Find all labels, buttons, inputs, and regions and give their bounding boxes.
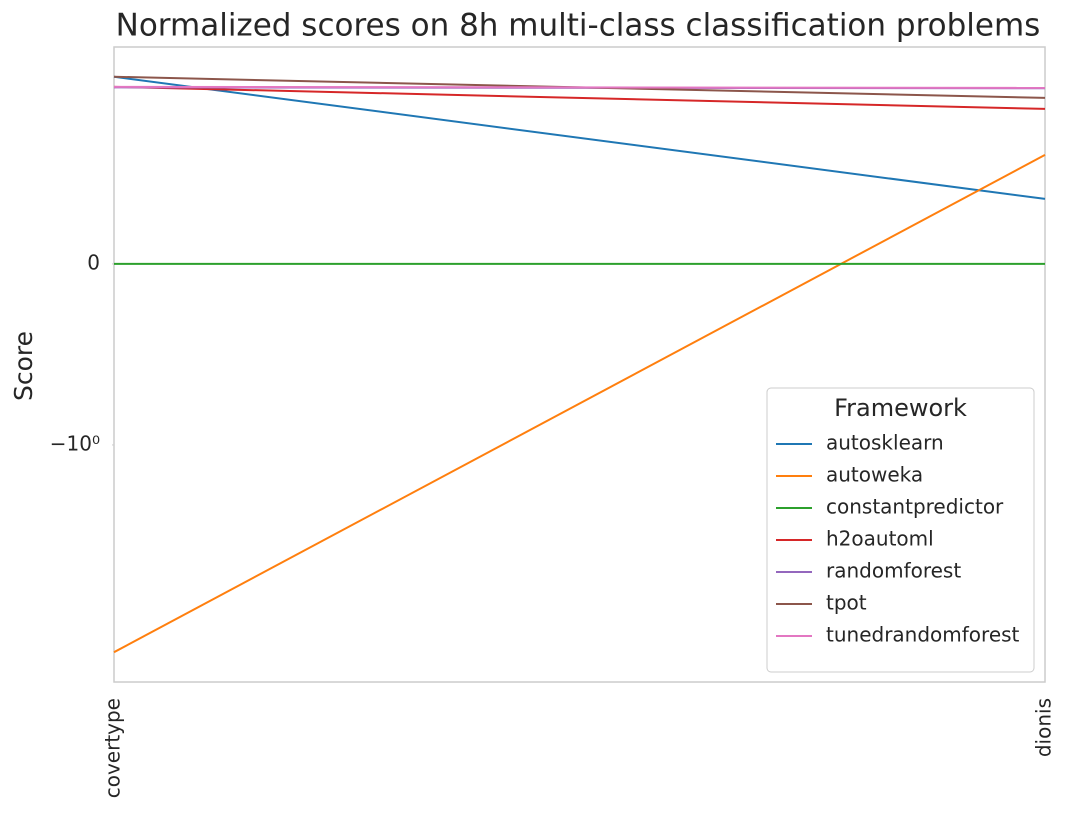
plot-area bbox=[113, 46, 1046, 683]
legend-box bbox=[766, 387, 1035, 673]
series-line bbox=[113, 154, 1046, 654]
legend-label: h2oautoml bbox=[826, 527, 934, 551]
y-tick-label: −10⁰ bbox=[50, 431, 100, 455]
legend-label: tunedrandomforest bbox=[826, 623, 1020, 647]
legend-label: autosklearn bbox=[826, 431, 944, 455]
legend-title: Framework bbox=[834, 394, 967, 422]
legend-label: randomforest bbox=[826, 559, 961, 583]
legend-label: constantpredictor bbox=[826, 495, 1004, 519]
legend: Framework autosklearn autoweka constantpred… bbox=[766, 387, 1035, 673]
y-tick-label: 0 bbox=[87, 250, 100, 274]
chart-title: Normalized scores on 8h multi-class clas… bbox=[116, 8, 1041, 44]
series-line bbox=[113, 85, 1046, 110]
series-line bbox=[113, 85, 1046, 89]
x-tick-label: dionis bbox=[1032, 698, 1056, 757]
x-tick-label: covertype bbox=[101, 698, 125, 798]
legend-label: tpot bbox=[826, 591, 867, 615]
series-line bbox=[113, 75, 1046, 200]
legend-label: autoweka bbox=[826, 463, 923, 487]
y-axis-label: Score bbox=[9, 331, 38, 401]
